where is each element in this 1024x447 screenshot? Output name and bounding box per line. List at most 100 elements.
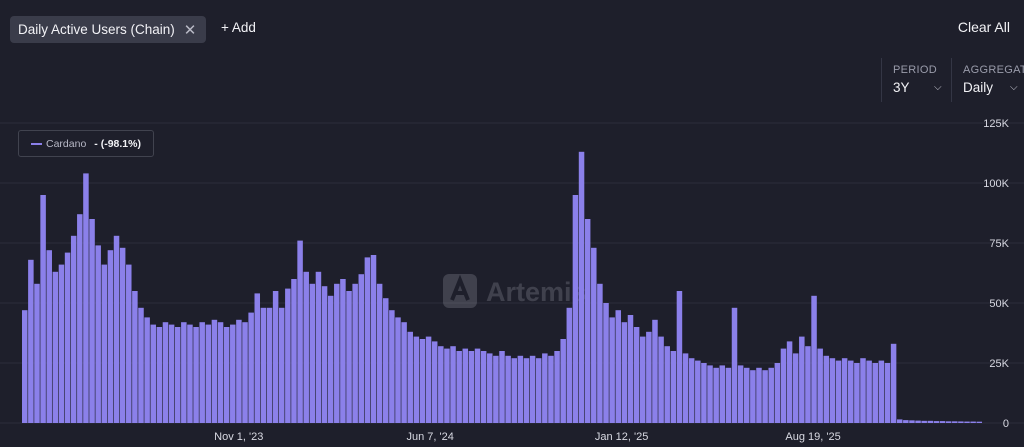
add-metric-button[interactable]: + Add — [221, 20, 256, 35]
bar — [737, 365, 744, 423]
metric-chip[interactable]: Daily Active Users (Chain) ✕ — [10, 16, 207, 43]
bar — [523, 358, 530, 423]
legend-swatch — [31, 142, 42, 145]
bar — [144, 317, 150, 423]
bar — [646, 331, 652, 423]
y-axis-ticks: 0 25K 50K 75K 100K 125K — [983, 118, 1009, 430]
y-tick-label: 25K — [989, 358, 1009, 370]
bar — [823, 355, 830, 423]
bar — [639, 336, 646, 423]
bar — [315, 271, 322, 423]
bar — [352, 283, 358, 423]
bar — [927, 420, 934, 423]
bar — [193, 327, 199, 423]
bar — [756, 367, 762, 423]
bar — [505, 355, 511, 423]
bar — [77, 214, 83, 423]
bar — [799, 336, 805, 423]
bar — [682, 353, 689, 423]
bar — [52, 271, 59, 423]
aggregate-value: Daily — [963, 80, 994, 95]
bar — [952, 421, 958, 423]
x-tick-label: Aug 19, '25 — [785, 431, 840, 443]
y-tick-label: 0 — [1003, 418, 1009, 430]
bar — [64, 252, 71, 423]
bar — [707, 365, 713, 423]
bar — [578, 151, 585, 424]
bar — [860, 358, 866, 423]
bar — [884, 363, 891, 423]
legend-series-name: Cardano — [46, 137, 87, 150]
bar — [627, 315, 634, 423]
bar — [676, 291, 683, 423]
bar — [58, 264, 65, 423]
bar — [866, 360, 872, 423]
bar — [291, 279, 297, 423]
bar — [615, 310, 622, 423]
bar — [174, 327, 181, 423]
bar — [762, 370, 768, 423]
clear-all-button[interactable]: Clear All — [957, 19, 1010, 35]
aggregate-label: AGGREGATE — [963, 64, 1024, 76]
bar — [407, 331, 413, 423]
bar — [664, 346, 670, 423]
bar — [168, 324, 175, 423]
bar — [566, 307, 573, 423]
bar — [848, 360, 854, 423]
bar — [22, 310, 28, 423]
bar — [792, 353, 799, 423]
bar — [327, 295, 334, 423]
bar — [419, 339, 426, 423]
bar — [725, 367, 732, 423]
bar — [83, 173, 89, 423]
bar — [774, 363, 781, 423]
bar — [150, 324, 156, 423]
top-bar: Daily Active Users (Chain) ✕ + Add Clear… — [0, 0, 1024, 58]
bar — [217, 322, 224, 423]
y-tick-label: 75K — [989, 238, 1009, 250]
bar — [370, 255, 377, 423]
bar — [535, 358, 542, 423]
bar — [499, 351, 505, 423]
bar — [113, 235, 120, 423]
bar — [572, 195, 579, 423]
bar — [474, 348, 481, 423]
bar — [334, 283, 340, 423]
bar — [854, 363, 860, 423]
legend: Cardano - (-98.1%) — [18, 130, 154, 157]
bar — [199, 322, 205, 423]
bar — [517, 355, 524, 423]
bar — [921, 420, 927, 423]
bar — [28, 259, 34, 423]
bar — [841, 358, 848, 423]
bar — [34, 283, 40, 423]
bar — [743, 367, 750, 423]
bar — [591, 247, 597, 423]
bar — [382, 298, 389, 423]
bar — [101, 264, 108, 423]
bar — [750, 370, 756, 423]
x-axis-ticks: Nov 1, '23 Jun 7, '24 Jan 12, '25 Aug 19, '… — [214, 431, 841, 443]
bar — [364, 257, 371, 423]
bar — [731, 307, 738, 423]
bar — [719, 365, 726, 423]
bar — [156, 327, 163, 423]
bar — [89, 219, 95, 423]
metric-chip-label: Daily Active Users (Chain) — [18, 22, 175, 37]
bar — [230, 324, 236, 423]
period-select[interactable]: PERIOD 3Y ⌵ — [881, 58, 952, 102]
bar — [46, 250, 52, 423]
bar — [915, 420, 921, 423]
aggregate-select[interactable]: AGGREGATE Daily ⌵ — [951, 58, 1024, 102]
close-icon[interactable]: ✕ — [183, 21, 197, 39]
bar — [297, 240, 303, 423]
bar — [878, 360, 885, 423]
bar — [413, 336, 420, 423]
bar — [805, 346, 811, 423]
bar — [187, 324, 193, 423]
bar — [181, 322, 187, 423]
bar — [511, 358, 517, 423]
bar — [395, 317, 401, 423]
bar — [786, 341, 793, 423]
